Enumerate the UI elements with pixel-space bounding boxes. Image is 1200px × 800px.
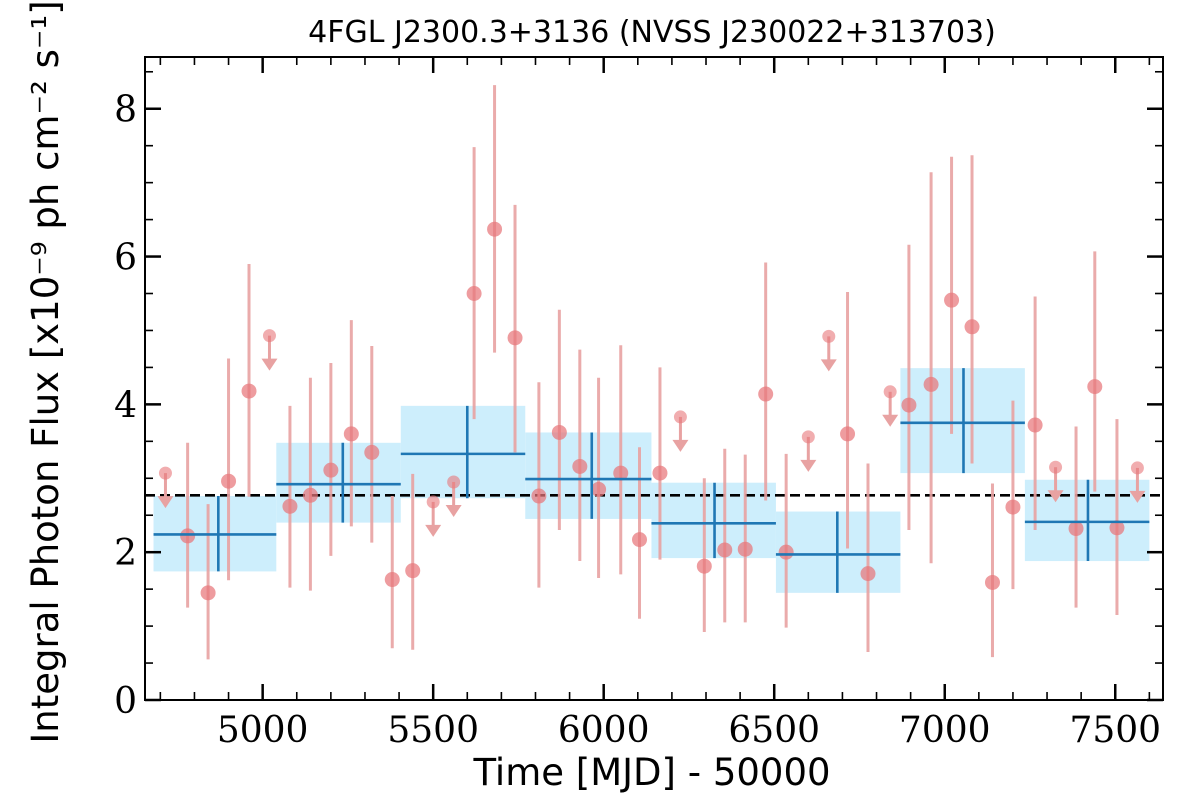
upper-limit-arrowhead bbox=[820, 359, 837, 372]
upper-limit-point bbox=[1049, 460, 1063, 474]
measurement-point bbox=[944, 292, 960, 308]
upper-limit-arrowhead bbox=[157, 496, 174, 509]
measurement-point bbox=[323, 462, 339, 478]
upper-limit-arrowhead bbox=[425, 524, 442, 537]
y-tick-label: 8 bbox=[114, 90, 137, 131]
measurement-point bbox=[901, 397, 917, 413]
measurement-point bbox=[591, 481, 607, 497]
axis-ticks: 5000 5500 6000 6500 7000 7500 0 2 4 6 8 bbox=[114, 57, 1163, 751]
upper-limit-arrowhead bbox=[800, 459, 817, 472]
upper-limit-point bbox=[262, 329, 276, 343]
upper-limit-arrowhead bbox=[672, 439, 689, 452]
upper-limit-point bbox=[673, 410, 687, 424]
upper-limit-arrowhead bbox=[1129, 490, 1146, 503]
measurement-point bbox=[343, 426, 359, 442]
measurement-point bbox=[984, 574, 1000, 590]
measurement-point bbox=[737, 541, 753, 557]
x-tick-label: 6500 bbox=[728, 710, 820, 751]
measurement-point bbox=[717, 542, 733, 558]
upper-limit-point bbox=[447, 475, 461, 489]
binned-flux-band bbox=[276, 442, 401, 523]
measurement-point bbox=[507, 330, 523, 346]
x-tick-label: 5500 bbox=[387, 710, 479, 751]
binned-flux-band bbox=[400, 405, 526, 499]
measurement-point bbox=[1027, 417, 1043, 433]
measurement-point bbox=[632, 532, 648, 548]
y-tick-label: 2 bbox=[114, 533, 137, 574]
measurement-point bbox=[613, 465, 629, 481]
measurement-point bbox=[840, 426, 856, 442]
x-tick-label: 5000 bbox=[217, 710, 309, 751]
upper-limit-arrowhead bbox=[1047, 490, 1064, 503]
x-tick-label: 7500 bbox=[1069, 710, 1161, 751]
upper-limit-arrowhead bbox=[261, 358, 278, 371]
upper-limit-markers bbox=[157, 329, 1146, 537]
measurement-point bbox=[964, 319, 980, 335]
measurement-point bbox=[221, 473, 237, 489]
measurement-point bbox=[1068, 521, 1084, 537]
y-tick-label: 6 bbox=[114, 238, 137, 279]
measurement-point bbox=[1087, 379, 1103, 395]
measurement-point bbox=[241, 383, 257, 399]
upper-limit-arrowhead bbox=[882, 414, 899, 427]
plot-frame bbox=[144, 56, 1164, 701]
upper-limit-arrowhead bbox=[445, 504, 462, 517]
upper-limit-point bbox=[1130, 461, 1144, 475]
measurement-point bbox=[531, 488, 547, 504]
measurement-point bbox=[487, 221, 503, 237]
measurement-point bbox=[551, 424, 567, 440]
measurement-point bbox=[758, 386, 774, 402]
measurement-point bbox=[572, 458, 588, 474]
measurement-point bbox=[1109, 520, 1125, 536]
upper-limit-point bbox=[426, 495, 440, 509]
measurement-point bbox=[180, 528, 196, 544]
measurement-point bbox=[384, 572, 400, 588]
measurement-point bbox=[860, 566, 876, 582]
measurement-point bbox=[652, 465, 668, 481]
chart-title: 4FGL J2300.3+3136 (NVSS J230022+313703) bbox=[308, 15, 996, 50]
upper-limit-point bbox=[822, 329, 836, 343]
measurement-point bbox=[923, 376, 939, 392]
measurement-point bbox=[1005, 499, 1021, 515]
upper-limit-point bbox=[801, 430, 815, 444]
y-tick-label: 0 bbox=[114, 681, 137, 722]
measurement-point bbox=[696, 558, 712, 574]
measurement-points bbox=[180, 85, 1125, 660]
binned-flux-band bbox=[525, 432, 652, 519]
x-axis-label: Time [MJD] - 50000 bbox=[472, 751, 830, 794]
measurement-point bbox=[778, 544, 794, 560]
upper-limit-point bbox=[883, 385, 897, 399]
upper-limit-point bbox=[158, 466, 172, 480]
measurement-point bbox=[282, 498, 298, 514]
binned-flux-bands bbox=[153, 368, 1150, 593]
x-tick-label: 6000 bbox=[558, 710, 650, 751]
x-tick-label: 7000 bbox=[899, 710, 991, 751]
measurement-point bbox=[200, 585, 216, 601]
y-axis-label: Integral Photon Flux [x10⁻⁹ ph cm⁻² s⁻¹] bbox=[24, 0, 67, 743]
measurement-point bbox=[466, 286, 482, 302]
measurement-point bbox=[302, 487, 318, 503]
binned-flux-crosses bbox=[153, 368, 1150, 593]
y-tick-label: 4 bbox=[114, 385, 137, 426]
measurement-point bbox=[364, 444, 380, 460]
measurement-point bbox=[405, 563, 421, 579]
